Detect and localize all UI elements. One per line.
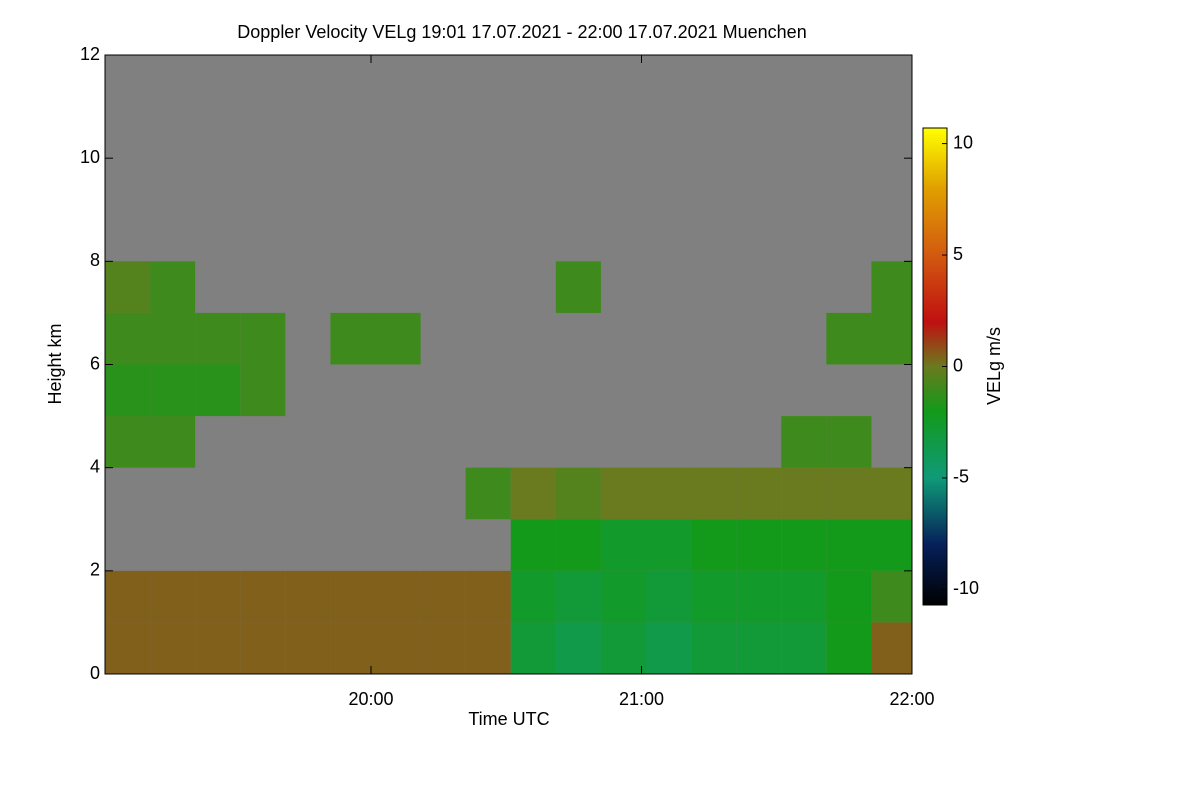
heatmap-cell	[826, 570, 872, 623]
colorbar-tick-label: -10	[953, 578, 979, 598]
heatmap-cell	[781, 622, 827, 674]
y-tick-label: 4	[90, 456, 100, 476]
heatmap-cell	[375, 312, 421, 365]
y-tick-label: 2	[90, 560, 100, 580]
heatmap-cell	[691, 519, 737, 571]
heatmap-cell	[736, 570, 782, 623]
heatmap-cell	[871, 570, 912, 623]
heatmap-cell	[555, 467, 601, 520]
heatmap-cell	[826, 467, 872, 520]
heatmap-cell	[195, 364, 241, 417]
heatmap-cell	[105, 570, 151, 623]
heatmap-cell	[555, 570, 601, 623]
y-tick-label: 0	[90, 663, 100, 683]
heatmap-cell	[105, 416, 151, 468]
y-axis-label: Height km	[45, 323, 65, 404]
heatmap-cell	[150, 416, 196, 468]
heatmap-cell	[600, 622, 647, 674]
heatmap-cell	[510, 622, 556, 674]
heatmap-cell	[781, 519, 827, 571]
chart-title: Doppler Velocity VELg 19:01 17.07.2021 -…	[237, 22, 806, 42]
heatmap-cell	[600, 570, 647, 623]
heatmap-cell	[240, 570, 286, 623]
heatmap-cell	[871, 467, 912, 520]
heatmap-cell	[691, 622, 737, 674]
heatmap-cell	[871, 519, 912, 571]
heatmap-cell	[871, 261, 912, 313]
heatmap-cell	[420, 570, 466, 623]
heatmap-cell	[691, 570, 737, 623]
colorbar-tick-label: 0	[953, 355, 963, 375]
heatmap-cell	[465, 570, 511, 623]
heatmap-cell	[600, 467, 647, 520]
heatmap-cell	[105, 312, 151, 365]
heatmap-cell	[736, 622, 782, 674]
heatmap-cell	[555, 622, 601, 674]
heatmap-cell	[871, 312, 912, 365]
heatmap-cell	[105, 622, 151, 674]
heatmap-cell	[330, 622, 376, 674]
heatmap-cell	[195, 312, 241, 365]
y-tick-label: 10	[80, 147, 100, 167]
colorbar-tick-label: 10	[953, 132, 973, 152]
heatmap-cell	[195, 622, 241, 674]
heatmap-cell	[150, 570, 196, 623]
heatmap-cell	[240, 622, 286, 674]
heatmap-cell	[691, 467, 737, 520]
heatmap-cell	[465, 467, 511, 520]
x-tick-label: 22:00	[889, 689, 934, 709]
heatmap-cell	[871, 622, 912, 674]
heatmap-cell	[600, 519, 647, 571]
heatmap-cell	[195, 570, 241, 623]
heatmap-cell	[646, 622, 692, 674]
heatmap-cell	[781, 467, 827, 520]
heatmap-cell	[285, 622, 331, 674]
x-tick-label: 21:00	[619, 689, 664, 709]
heatmap-cell	[105, 364, 151, 417]
heatmap-cell	[555, 261, 601, 313]
heatmap-cell	[510, 519, 556, 571]
heatmap-cell	[510, 570, 556, 623]
heatmap-cell	[465, 622, 511, 674]
heatmap-cell	[240, 312, 286, 365]
heatmap-cell	[375, 622, 421, 674]
colorbar-label: VELg m/s	[984, 327, 1004, 405]
x-tick-label: 20:00	[348, 689, 393, 709]
heatmap-cell	[150, 364, 196, 417]
heatmap-cell	[150, 261, 196, 313]
y-tick-label: 6	[90, 353, 100, 373]
heatmap-cell	[826, 416, 872, 468]
heatmap-cell	[781, 570, 827, 623]
heatmap-cell	[736, 467, 782, 520]
heatmap-cell	[736, 519, 782, 571]
heatmap-cell	[555, 519, 601, 571]
heatmap-cell	[150, 312, 196, 365]
heatmap-cell	[646, 570, 692, 623]
heatmap-cell	[240, 364, 286, 417]
heatmap-cell	[510, 467, 556, 520]
colorbar-tick-label: 5	[953, 244, 963, 264]
colorbar-tick-label: -5	[953, 467, 969, 487]
heatmap-cell	[330, 312, 376, 365]
heatmap-cell	[330, 570, 376, 623]
heatmap-cell	[646, 467, 692, 520]
x-axis-label: Time UTC	[468, 709, 549, 729]
heatmap-cell	[826, 312, 872, 365]
heatmap-cell	[285, 570, 331, 623]
heatmap-cell	[781, 416, 827, 468]
y-tick-label: 8	[90, 250, 100, 270]
heatmap-cell	[105, 261, 151, 313]
heatmap-cell	[646, 519, 692, 571]
y-tick-label: 12	[80, 44, 100, 64]
heatmap-cell	[375, 570, 421, 623]
heatmap-cell	[420, 622, 466, 674]
heatmap-cell	[150, 622, 196, 674]
heatmap-cell	[826, 519, 872, 571]
heatmap-cell	[826, 622, 872, 674]
